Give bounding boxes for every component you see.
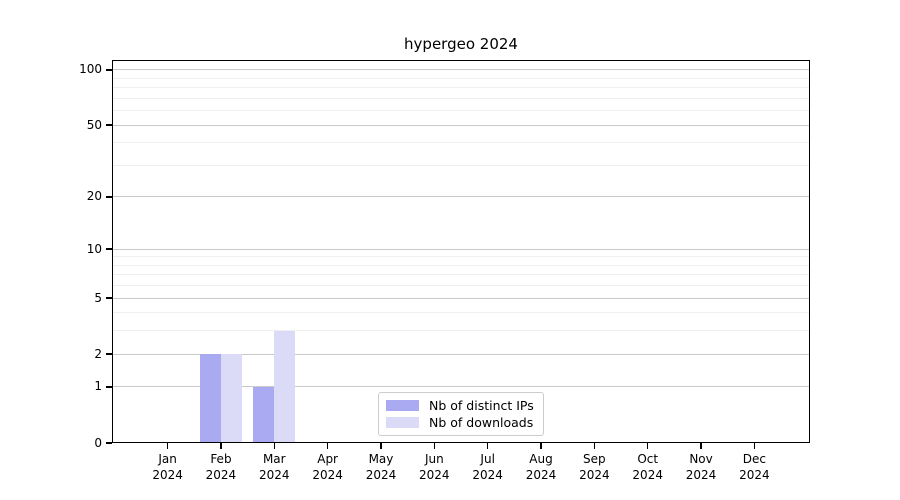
x-tick-year: 2024 xyxy=(205,467,237,482)
x-tick xyxy=(433,443,436,449)
x-tick xyxy=(486,443,489,449)
x-tick xyxy=(593,443,596,449)
y-tick-label: 50 xyxy=(86,117,102,132)
x-tick xyxy=(540,443,542,449)
y-tick xyxy=(106,248,112,250)
y-tick xyxy=(106,353,112,355)
legend-item-distinct-ips: Nb of distinct IPs xyxy=(386,398,536,413)
x-tick-month: Jul xyxy=(480,452,495,466)
x-tick-year: 2024 xyxy=(312,467,343,482)
x-tick-month: Dec xyxy=(742,452,766,466)
bar-distinct-ips-mar xyxy=(253,386,275,443)
x-tick-month: Mar xyxy=(262,452,286,466)
major-gridline xyxy=(112,248,810,250)
x-tick-label: Jul 2024 xyxy=(460,452,516,483)
x-tick xyxy=(220,443,222,449)
x-tick-year: 2024 xyxy=(152,467,183,482)
x-tick xyxy=(646,443,649,449)
x-tick-label: Nov 2024 xyxy=(673,452,729,483)
x-tick xyxy=(166,443,169,449)
x-tick-month: Jun xyxy=(424,452,444,466)
legend-swatch-distinct-ips xyxy=(386,399,419,411)
minor-gridline xyxy=(112,330,810,332)
y-tick-label: 5 xyxy=(94,290,102,305)
bar-downloads-feb xyxy=(220,354,242,443)
y-tick xyxy=(106,124,112,126)
major-gridline xyxy=(112,386,810,388)
minor-gridline xyxy=(112,285,810,287)
y-tick xyxy=(106,69,112,71)
major-gridline xyxy=(112,353,810,355)
legend-label-distinct-ips: Nb of distinct IPs xyxy=(429,397,534,413)
minor-gridline xyxy=(112,312,810,314)
major-gridline xyxy=(112,69,810,71)
x-tick xyxy=(700,443,702,449)
legend: Nb of distinct IPs Nb of downloads xyxy=(378,392,544,436)
x-tick-year: 2024 xyxy=(259,467,290,482)
x-tick-month: Feb xyxy=(210,452,232,466)
legend-item-downloads: Nb of downloads xyxy=(386,415,536,430)
minor-gridline xyxy=(112,97,810,99)
y-tick-label: 2 xyxy=(94,346,102,361)
minor-gridline xyxy=(112,164,810,166)
x-tick xyxy=(273,443,276,449)
y-tick-label: 20 xyxy=(86,189,102,204)
x-tick-month: May xyxy=(368,452,394,466)
x-tick-label: May 2024 xyxy=(353,452,409,483)
x-tick-year: 2024 xyxy=(525,467,557,482)
minor-gridline xyxy=(112,77,810,79)
minor-gridline xyxy=(112,264,810,266)
minor-gridline xyxy=(112,87,810,89)
minor-gridline xyxy=(112,142,810,144)
x-tick-label: Jan 2024 xyxy=(140,452,196,483)
bar-downloads-mar xyxy=(274,330,296,443)
x-tick-year: 2024 xyxy=(472,467,503,482)
y-tick-label: 0 xyxy=(94,435,102,450)
legend-swatch-downloads xyxy=(386,417,419,429)
x-tick-label: Aug 2024 xyxy=(513,452,569,483)
x-tick-label: Feb 2024 xyxy=(193,452,249,483)
major-gridline xyxy=(112,124,810,126)
x-tick-year: 2024 xyxy=(419,467,450,482)
x-tick-month: Sep xyxy=(583,452,606,466)
x-tick-label: Sep 2024 xyxy=(566,452,622,483)
legend-label-downloads: Nb of downloads xyxy=(429,415,534,431)
y-tick-label: 10 xyxy=(86,241,102,256)
x-tick xyxy=(753,443,756,449)
y-tick xyxy=(106,442,112,444)
minor-gridline xyxy=(112,256,810,258)
x-tick-year: 2024 xyxy=(739,467,770,482)
major-gridline xyxy=(112,297,810,299)
x-tick-label: Oct 2024 xyxy=(620,452,676,483)
x-tick-year: 2024 xyxy=(579,467,610,482)
y-tick-label: 1 xyxy=(94,379,102,394)
minor-gridline xyxy=(112,274,810,276)
y-tick xyxy=(106,386,112,388)
chart-title: hypergeo 2024 xyxy=(404,35,518,53)
minor-gridline xyxy=(112,110,810,112)
y-tick xyxy=(106,196,112,198)
x-tick-year: 2024 xyxy=(365,467,397,482)
x-tick xyxy=(380,443,382,449)
x-tick-label: Dec 2024 xyxy=(726,452,782,483)
x-tick-month: Aug xyxy=(529,452,553,466)
x-tick-month: Apr xyxy=(317,452,338,466)
x-tick-label: Apr 2024 xyxy=(300,452,356,483)
x-tick-month: Nov xyxy=(689,452,713,466)
bar-distinct-ips-feb xyxy=(199,354,221,443)
y-tick-label: 100 xyxy=(79,62,102,77)
x-tick xyxy=(326,443,329,449)
x-tick-month: Oct xyxy=(637,452,659,466)
x-tick-label: Jun 2024 xyxy=(406,452,462,483)
x-tick-label: Mar 2024 xyxy=(246,452,302,483)
major-gridline xyxy=(112,196,810,198)
x-tick-month: Jan xyxy=(158,452,177,466)
x-tick-year: 2024 xyxy=(685,467,717,482)
x-tick-year: 2024 xyxy=(632,467,663,482)
y-tick xyxy=(106,297,112,299)
